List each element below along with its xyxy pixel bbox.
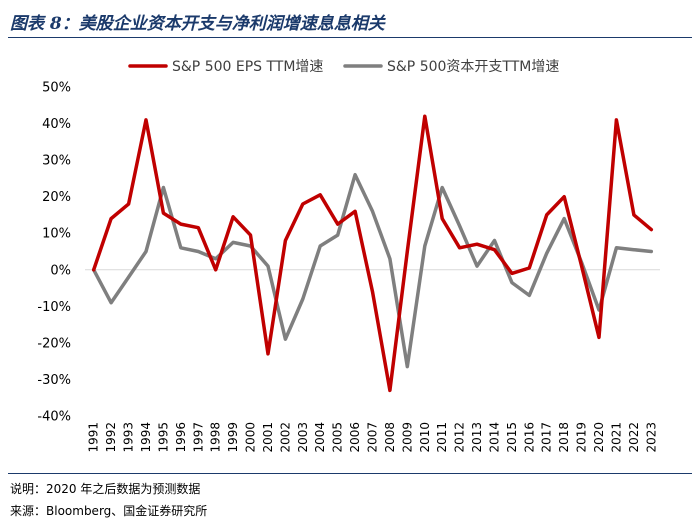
- x-tick-label: 2016: [522, 422, 536, 453]
- x-tick-label: 2002: [278, 422, 292, 453]
- y-tick-label: 40%: [42, 117, 71, 132]
- chart-title: 图表 8：美股企业资本开支与净利润增速息息相关: [10, 14, 385, 34]
- source-note: 来源：Bloomberg、国金证券研究所: [10, 504, 208, 518]
- y-tick-label: -40%: [37, 410, 71, 425]
- footer-divider: [8, 473, 692, 474]
- y-tick-label: 0%: [50, 263, 71, 278]
- y-tick-label: 10%: [42, 227, 71, 242]
- y-tick-label: -30%: [37, 373, 71, 388]
- x-tick-label: 2007: [366, 422, 380, 453]
- x-tick-label: 2021: [609, 422, 623, 453]
- legend-label: S&P 500资本开支TTM增速: [387, 59, 559, 75]
- y-tick-label: -10%: [37, 300, 71, 315]
- x-tick-label: 1993: [122, 422, 136, 453]
- x-tick-label: 2005: [331, 422, 345, 453]
- x-tick-label: 2020: [592, 422, 606, 453]
- x-tick-label: 1991: [87, 422, 101, 453]
- x-tick-label: 2006: [348, 422, 362, 453]
- line-chart: S&P 500 EPS TTM增速 S&P 500资本开支TTM增速 50% 40%…: [37, 59, 660, 453]
- y-tick-label: 30%: [42, 154, 71, 169]
- x-axis: 1991 1992 1993 1994 1995 1996 1997 1998 1999 2000…: [85, 269, 660, 453]
- x-tick-label: 2015: [505, 422, 519, 453]
- x-tick-label: 2023: [644, 422, 658, 453]
- x-tick-label: 2010: [418, 422, 432, 453]
- x-tick-label: 2008: [383, 422, 397, 453]
- x-tick-label: 1992: [104, 422, 118, 453]
- x-tick-label: 2019: [575, 422, 589, 453]
- x-tick-label: 1994: [139, 422, 153, 453]
- chart-series: [91, 114, 654, 393]
- legend-label: S&P 500 EPS TTM增速: [172, 59, 323, 75]
- x-tick-label: 2013: [470, 422, 484, 453]
- x-tick-label: 2004: [313, 422, 327, 453]
- x-tick-label: 2009: [400, 422, 414, 453]
- x-tick-label: 1996: [174, 422, 188, 453]
- title-divider: [8, 37, 692, 38]
- x-tick-label: 1998: [209, 422, 223, 453]
- x-tick-label: 2003: [296, 422, 310, 453]
- x-tick-label: 2017: [540, 422, 554, 453]
- chart-legend: S&P 500 EPS TTM增速 S&P 500资本开支TTM增速: [128, 59, 559, 75]
- y-tick-label: -20%: [37, 336, 71, 351]
- x-tick-label: 2000: [244, 422, 258, 453]
- y-tick-label: 20%: [42, 190, 71, 205]
- x-tick-label: 2011: [435, 422, 449, 453]
- x-tick-label: 2014: [487, 422, 501, 453]
- x-tick-label: 2001: [261, 422, 275, 453]
- x-tick-label: 2022: [627, 422, 641, 453]
- footnote: 说明：2020 年之后数据为预测数据: [10, 482, 201, 496]
- y-axis: 50% 40% 30% 20% 10% 0% -10% -20% -30% -40%: [37, 81, 71, 425]
- x-tick-label: 1995: [156, 422, 170, 453]
- x-tick-label: 2012: [453, 422, 467, 453]
- series-line: [91, 114, 654, 393]
- x-tick-label: 1999: [226, 422, 240, 453]
- x-tick-label: 2018: [557, 422, 571, 453]
- series-line: [91, 172, 654, 369]
- y-tick-label: 50%: [42, 81, 71, 96]
- x-tick-label: 1997: [191, 422, 205, 453]
